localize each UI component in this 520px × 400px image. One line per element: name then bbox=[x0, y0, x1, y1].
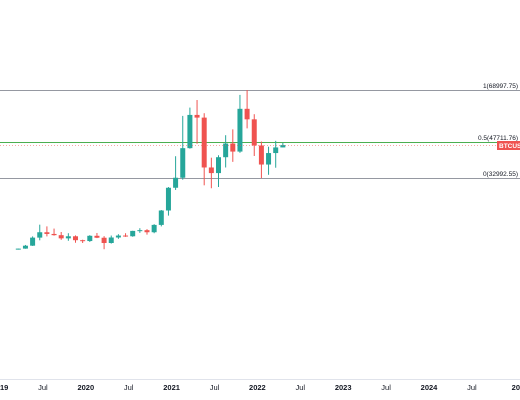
x-tick-label: Jul bbox=[38, 383, 48, 392]
candle-body bbox=[137, 230, 143, 232]
candle-body bbox=[30, 237, 36, 246]
candle-body bbox=[73, 236, 78, 241]
x-tick-label: Jul bbox=[210, 383, 220, 392]
candle-body bbox=[101, 237, 107, 243]
candle-body bbox=[87, 235, 93, 242]
candle-body bbox=[94, 235, 100, 238]
x-tick-label: 19 bbox=[0, 383, 8, 392]
candle-body bbox=[258, 145, 264, 165]
candle-body bbox=[51, 233, 57, 236]
last-price-symbol: BTCUSD bbox=[499, 143, 520, 150]
candle-body bbox=[15, 248, 21, 250]
x-tick-label: 2020 bbox=[77, 383, 94, 392]
candle-body bbox=[266, 153, 272, 165]
last-price-marker: BTCUSD bbox=[0, 141, 520, 150]
x-tick-label: Jul bbox=[467, 383, 477, 392]
fib-level-label: 0(32992.55) bbox=[483, 171, 518, 178]
candle-body bbox=[108, 237, 114, 243]
candle-body bbox=[37, 232, 43, 238]
candle-body bbox=[80, 240, 86, 242]
fib-level-label: 1(68997.75) bbox=[483, 83, 518, 90]
candle-body bbox=[180, 148, 186, 178]
candle-body bbox=[151, 224, 157, 233]
candle-body bbox=[237, 108, 243, 152]
candle-body bbox=[273, 147, 279, 154]
candle-body bbox=[173, 177, 179, 188]
x-tick-label: 2024 bbox=[421, 383, 439, 392]
candle-body bbox=[223, 143, 229, 158]
candle-body bbox=[123, 235, 129, 237]
candle-body bbox=[165, 187, 171, 211]
x-tick-label: Jul bbox=[124, 383, 134, 392]
candle-body bbox=[130, 230, 136, 237]
fib-level-label: 0.5(47711.76) bbox=[478, 135, 518, 142]
candle-body bbox=[65, 236, 71, 239]
candle-body bbox=[216, 157, 221, 174]
fibonacci-retracement[interactable]: 1(68997.75) 0.5(47711.76) 0(32992.55) bbox=[0, 83, 520, 179]
candle-body bbox=[244, 108, 250, 120]
candle-body bbox=[208, 167, 214, 174]
candle-body bbox=[280, 145, 286, 148]
candle-body bbox=[44, 232, 50, 234]
candle-body bbox=[194, 114, 200, 118]
candle-body bbox=[144, 230, 150, 233]
x-tick-label: 2023 bbox=[335, 383, 352, 392]
candle-body bbox=[158, 210, 164, 225]
candle-body bbox=[251, 119, 257, 146]
x-tick-label: 2021 bbox=[163, 383, 180, 392]
candle-body bbox=[115, 235, 121, 238]
x-tick-label: Jul bbox=[381, 383, 391, 392]
x-tick-label: 20 bbox=[512, 383, 520, 392]
x-tick-label: Jul bbox=[296, 383, 306, 392]
time-axis[interactable]: 19 Jul 2020 Jul 2021 Jul 2022 Jul 2023 Jul 2024 Jul… bbox=[0, 383, 520, 392]
last-price-tag bbox=[497, 141, 520, 150]
candles bbox=[15, 89, 286, 250]
candle-body bbox=[58, 235, 64, 239]
candle-body bbox=[230, 143, 236, 152]
candle-body bbox=[187, 114, 193, 149]
candle-body bbox=[22, 245, 28, 249]
candle-body bbox=[201, 117, 207, 168]
x-tick-label: 2022 bbox=[249, 383, 266, 392]
